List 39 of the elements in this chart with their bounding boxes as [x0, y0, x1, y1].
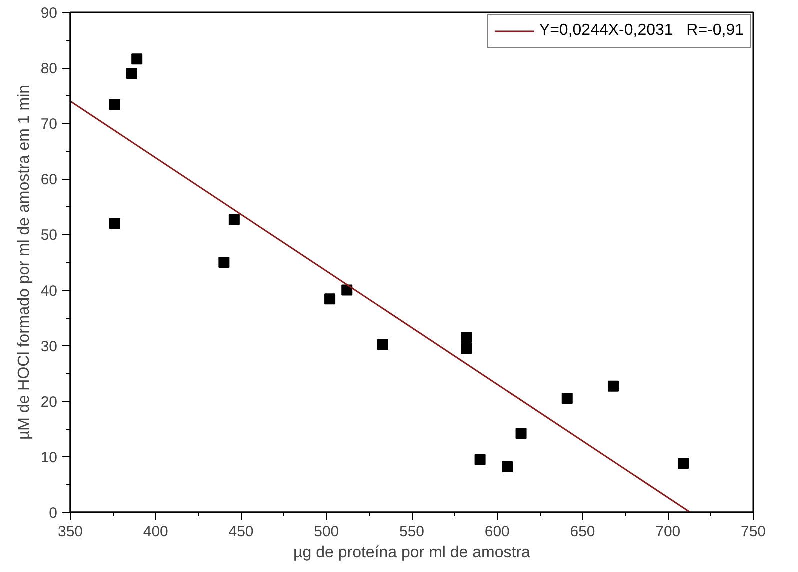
- x-tick-label: 650: [570, 524, 596, 540]
- point: [474, 454, 486, 466]
- x-tick-label: 500: [314, 524, 340, 540]
- x-tick-label: 600: [484, 524, 510, 540]
- point: [109, 99, 120, 110]
- y-tick-label: 50: [40, 227, 58, 244]
- y-tick-label: 30: [40, 338, 58, 356]
- y-tick-label: 0: [49, 505, 58, 522]
- point: [678, 458, 689, 470]
- x-tick-label: 450: [228, 524, 254, 540]
- y-tick-label: 60: [40, 172, 58, 189]
- legend-label: Y=0,0244X-0,2031 R=-0,91: [539, 22, 744, 40]
- point: [461, 343, 472, 354]
- point: [126, 68, 138, 80]
- y-axis-title: µM de HOCl formado por ml de amostra em 1 min: [16, 84, 33, 440]
- x-axis-title: µg de proteína por ml de amostra: [294, 544, 531, 562]
- point: [461, 332, 472, 343]
- y-tick-label: 90: [40, 5, 58, 22]
- point: [109, 218, 120, 230]
- y-tick-label: 80: [40, 60, 58, 78]
- x-tick-label: 700: [656, 524, 681, 540]
- point: [132, 54, 143, 65]
- point: [516, 428, 527, 440]
- y-tick-label: 10: [40, 449, 58, 466]
- point: [562, 393, 573, 404]
- x-tick-label: 750: [740, 524, 766, 540]
- y-tick-label: 40: [40, 282, 58, 300]
- point: [608, 380, 619, 392]
- x-tick-label: 350: [58, 524, 84, 540]
- point: [228, 214, 240, 226]
- x-tick-label: 550: [399, 524, 425, 540]
- point: [502, 461, 514, 472]
- point: [377, 339, 388, 350]
- y-tick-label: 20: [40, 394, 58, 411]
- point: [324, 294, 336, 305]
- x-tick-label: 400: [143, 524, 168, 540]
- point: [342, 284, 353, 296]
- point: [218, 257, 230, 268]
- y-tick-label: 70: [40, 116, 58, 134]
